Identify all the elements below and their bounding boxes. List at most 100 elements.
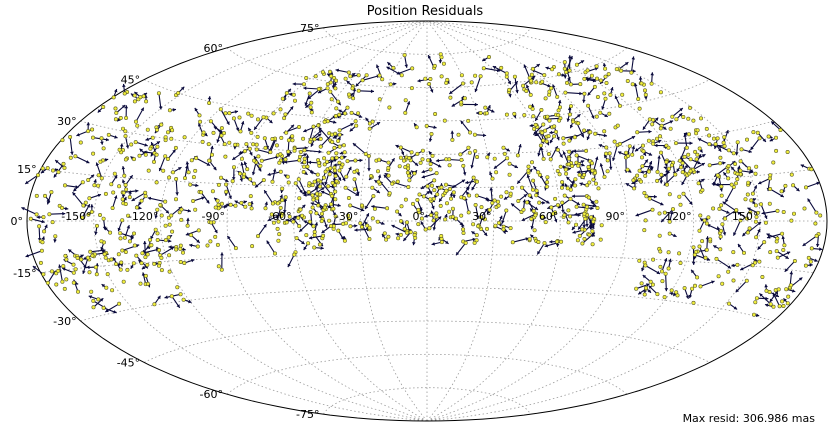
source-point	[590, 229, 595, 234]
source-point	[198, 119, 203, 124]
residual-arrowhead	[426, 190, 430, 195]
source-point	[604, 151, 609, 156]
source-point	[483, 105, 488, 110]
parallel-line	[144, 320, 710, 363]
source-point	[60, 279, 65, 284]
source-point	[688, 169, 693, 174]
source-point	[564, 70, 569, 75]
residual-arrowhead	[640, 170, 644, 174]
source-point	[359, 225, 364, 230]
source-point	[153, 227, 158, 232]
source-point	[364, 73, 369, 78]
source-point	[318, 184, 323, 189]
meridian-line	[226, 20, 428, 422]
source-point	[714, 256, 719, 261]
residual-arrowhead	[310, 202, 315, 206]
source-point	[227, 140, 232, 145]
source-point	[157, 248, 162, 253]
source-point	[530, 66, 535, 71]
source-point	[152, 302, 157, 307]
residual-arrowhead	[201, 196, 205, 200]
source-point	[380, 77, 385, 82]
source-point	[193, 168, 198, 173]
source-point	[275, 201, 280, 206]
source-point	[630, 82, 635, 87]
source-point	[789, 218, 794, 223]
source-point	[603, 96, 608, 101]
residual-arrowhead	[452, 194, 456, 198]
residual-arrowhead	[342, 177, 346, 182]
residual-arrowhead	[635, 213, 640, 217]
source-point	[572, 183, 577, 188]
source-point	[304, 233, 309, 238]
source-point	[594, 114, 599, 119]
residual-arrowhead	[656, 270, 660, 274]
residual-arrowhead	[715, 182, 719, 187]
residual-arrowhead	[65, 206, 69, 211]
source-point	[658, 249, 663, 254]
source-point	[135, 123, 140, 128]
source-point	[329, 202, 334, 207]
source-point	[697, 146, 702, 151]
source-point	[152, 159, 157, 164]
source-point	[344, 174, 349, 179]
source-point	[545, 175, 550, 180]
residual-arrowhead	[567, 167, 571, 171]
residual-arrowhead	[332, 135, 337, 139]
source-point	[333, 174, 338, 179]
residual-arrowhead	[234, 110, 238, 114]
source-point	[555, 169, 560, 174]
source-point	[163, 223, 168, 228]
source-point	[73, 154, 78, 159]
source-point	[643, 92, 648, 97]
source-point	[587, 180, 592, 185]
residual-arrowhead	[696, 170, 700, 174]
source-point	[582, 172, 587, 177]
residual-arrowhead	[158, 167, 163, 172]
source-point	[460, 81, 465, 86]
source-point	[134, 205, 139, 210]
source-point	[325, 86, 330, 91]
source-point	[143, 255, 148, 260]
source-point	[327, 218, 332, 223]
residual-arrowhead	[121, 179, 126, 183]
source-point	[539, 108, 544, 113]
residual-arrowhead	[194, 107, 198, 112]
source-point	[791, 183, 796, 188]
residual-arrowhead	[420, 185, 425, 189]
source-point	[407, 156, 412, 161]
source-point	[328, 80, 333, 85]
source-point	[715, 173, 720, 178]
source-point	[642, 88, 647, 93]
source-point	[101, 146, 106, 151]
residual-arrowhead	[727, 265, 731, 269]
source-point	[210, 189, 215, 194]
source-point	[439, 240, 444, 245]
source-point	[227, 111, 232, 116]
source-point	[459, 73, 464, 78]
source-point	[624, 150, 629, 155]
source-point	[354, 123, 359, 128]
residual-arrowhead	[356, 172, 360, 176]
source-point	[169, 136, 174, 141]
residual-arrowhead	[332, 178, 337, 182]
residual-arrowhead	[631, 136, 636, 140]
residual-arrowhead	[302, 191, 306, 195]
source-point	[726, 301, 731, 306]
source-point	[189, 158, 194, 163]
residual-arrowhead	[684, 164, 688, 169]
source-point	[126, 213, 131, 218]
residual-arrowhead	[612, 157, 616, 161]
source-point	[318, 192, 323, 197]
residual-arrowhead	[231, 177, 236, 181]
source-point	[308, 105, 313, 110]
source-point	[580, 227, 585, 232]
source-point	[134, 119, 139, 124]
source-point	[280, 198, 285, 203]
residual-arrowhead	[722, 161, 726, 165]
source-point	[351, 96, 356, 101]
residual-arrowhead	[515, 89, 519, 94]
residual-arrowhead	[46, 201, 51, 205]
source-point	[414, 125, 419, 130]
residual-arrowhead	[679, 108, 683, 112]
